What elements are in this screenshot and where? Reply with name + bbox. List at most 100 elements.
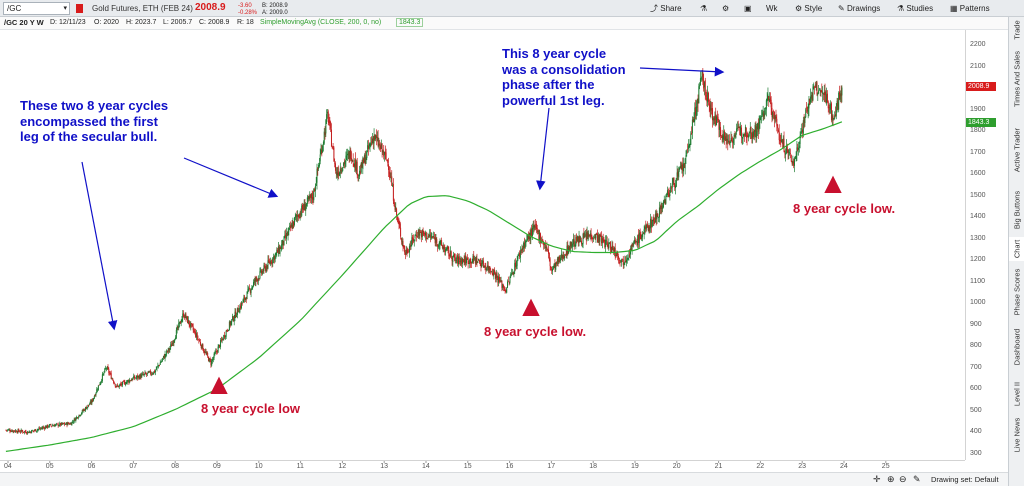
candle-body: [27, 431, 29, 434]
price-chart[interactable]: [0, 30, 1008, 470]
candle-body: [589, 233, 591, 236]
drawings-button[interactable]: ✎ Drawings: [838, 3, 880, 14]
study-label[interactable]: SimpleMovingAvg (CLOSE, 200, 0, no): [260, 19, 382, 26]
candle-body: [142, 373, 144, 375]
candle-body: [224, 336, 226, 338]
candle-body: [392, 185, 394, 187]
camera-icon[interactable]: ▣: [744, 4, 752, 13]
candle-body: [732, 140, 734, 143]
candle-body: [523, 242, 525, 249]
candle-body: [215, 351, 217, 353]
candle-body: [618, 258, 620, 262]
rail-tab-dashboard[interactable]: Dashboard: [1009, 322, 1024, 372]
patterns-button[interactable]: ▦ Patterns: [950, 3, 990, 14]
crosshair-icon[interactable]: ✛: [873, 474, 881, 484]
candle-body: [695, 106, 697, 117]
candle-body: [733, 134, 735, 139]
candle-body: [587, 233, 589, 237]
candle-body: [301, 205, 303, 216]
drawing-set-label[interactable]: Drawing set: Default: [931, 475, 999, 484]
candle-body: [89, 404, 91, 406]
candle-body: [575, 237, 577, 246]
studies-button[interactable]: ⚗ Studies: [897, 3, 933, 14]
candle-body: [757, 123, 759, 130]
rail-tab-live-news[interactable]: Live News: [1009, 415, 1024, 455]
candle-body: [460, 258, 462, 263]
candle-body: [72, 421, 74, 423]
candle-body: [547, 249, 549, 250]
candle-body: [796, 147, 798, 156]
candle-body: [199, 341, 201, 345]
candle-body: [189, 324, 191, 327]
candle-body: [405, 250, 407, 254]
candle-body: [126, 380, 128, 383]
candle-body: [637, 235, 639, 245]
candle-body: [412, 237, 414, 240]
candle-body: [601, 235, 603, 244]
symbol-input[interactable]: /GC ▾: [3, 2, 70, 15]
candle-body: [326, 114, 328, 122]
style-button[interactable]: ⚙ Style: [795, 3, 822, 14]
candle-body: [717, 117, 719, 121]
candle-body: [447, 246, 449, 250]
zoom-in-icon[interactable]: ⊕: [887, 474, 895, 484]
flask-icon[interactable]: ⚗: [700, 4, 708, 13]
candle-body: [686, 150, 688, 155]
zoom-out-icon[interactable]: ⊖: [899, 474, 907, 484]
candle-body: [399, 224, 401, 229]
candle-body: [800, 134, 802, 137]
candle-body: [707, 92, 709, 103]
timeframe-button[interactable]: Wk: [766, 3, 778, 14]
rail-tab-trade[interactable]: Trade: [1009, 19, 1024, 41]
candle-body: [80, 414, 82, 416]
price-tick-label: 1600: [970, 170, 986, 178]
share-button[interactable]: ⤴ Share: [650, 3, 682, 14]
candle-body: [526, 239, 528, 241]
time-axis[interactable]: 04 05 06 07 08 09 10 11 12 13 14 15 16 17 18 19 20 21 22 23…: [0, 460, 965, 472]
candle-body: [195, 333, 197, 338]
candle-body: [390, 177, 392, 179]
rail-tab-active-trader[interactable]: Active Trader: [1009, 117, 1024, 183]
candle-body: [752, 131, 754, 139]
candle-body: [627, 257, 629, 259]
candle-body: [818, 89, 820, 91]
candle-body: [782, 138, 784, 143]
candle-body: [646, 223, 648, 228]
rail-tab-label: Trade: [1012, 20, 1021, 40]
candle-body: [728, 141, 730, 142]
candle-body: [265, 266, 267, 272]
candle-body: [625, 259, 627, 263]
gear-icon[interactable]: ⚙: [722, 4, 730, 13]
candle-body: [466, 257, 468, 259]
chevron-down-icon[interactable]: ▾: [63, 5, 67, 12]
price-axis[interactable]: 300 400 500 600 700 800 900 1000 1100 1200 1300 140…: [965, 30, 1008, 460]
drawing-tool-icon[interactable]: ✎: [913, 474, 921, 484]
candle-body: [671, 183, 673, 188]
candle-body: [86, 406, 88, 410]
candle-body: [487, 265, 489, 271]
candle-body: [174, 339, 176, 342]
candle-body: [15, 430, 17, 432]
candle-body: [246, 291, 248, 300]
rail-tab-level-ii[interactable]: Level II: [1009, 377, 1024, 411]
candle-body: [724, 131, 726, 141]
candle-body: [822, 93, 824, 95]
candle-body: [269, 261, 271, 264]
candle-body: [318, 164, 320, 169]
candle-body: [744, 134, 746, 137]
candle-body: [641, 236, 643, 239]
symbol-link-icon[interactable]: [76, 4, 83, 13]
rail-tab-big-buttons[interactable]: Big Buttons: [1009, 187, 1024, 233]
rail-tab-chart[interactable]: Chart: [1009, 237, 1024, 261]
candle-body: [835, 106, 837, 117]
candle-body: [173, 340, 175, 344]
candle-body: [429, 234, 431, 237]
rail-tab-phase-scores[interactable]: Phase Scores: [1009, 267, 1024, 317]
candle-body: [6, 429, 8, 431]
candle-body: [474, 258, 476, 260]
candle-body: [417, 230, 419, 237]
candle-body: [742, 133, 744, 139]
rail-tab-times-and-sales[interactable]: Times And Sales: [1009, 45, 1024, 113]
candle-body: [606, 241, 608, 245]
price-tick-label: 1500: [970, 191, 986, 199]
